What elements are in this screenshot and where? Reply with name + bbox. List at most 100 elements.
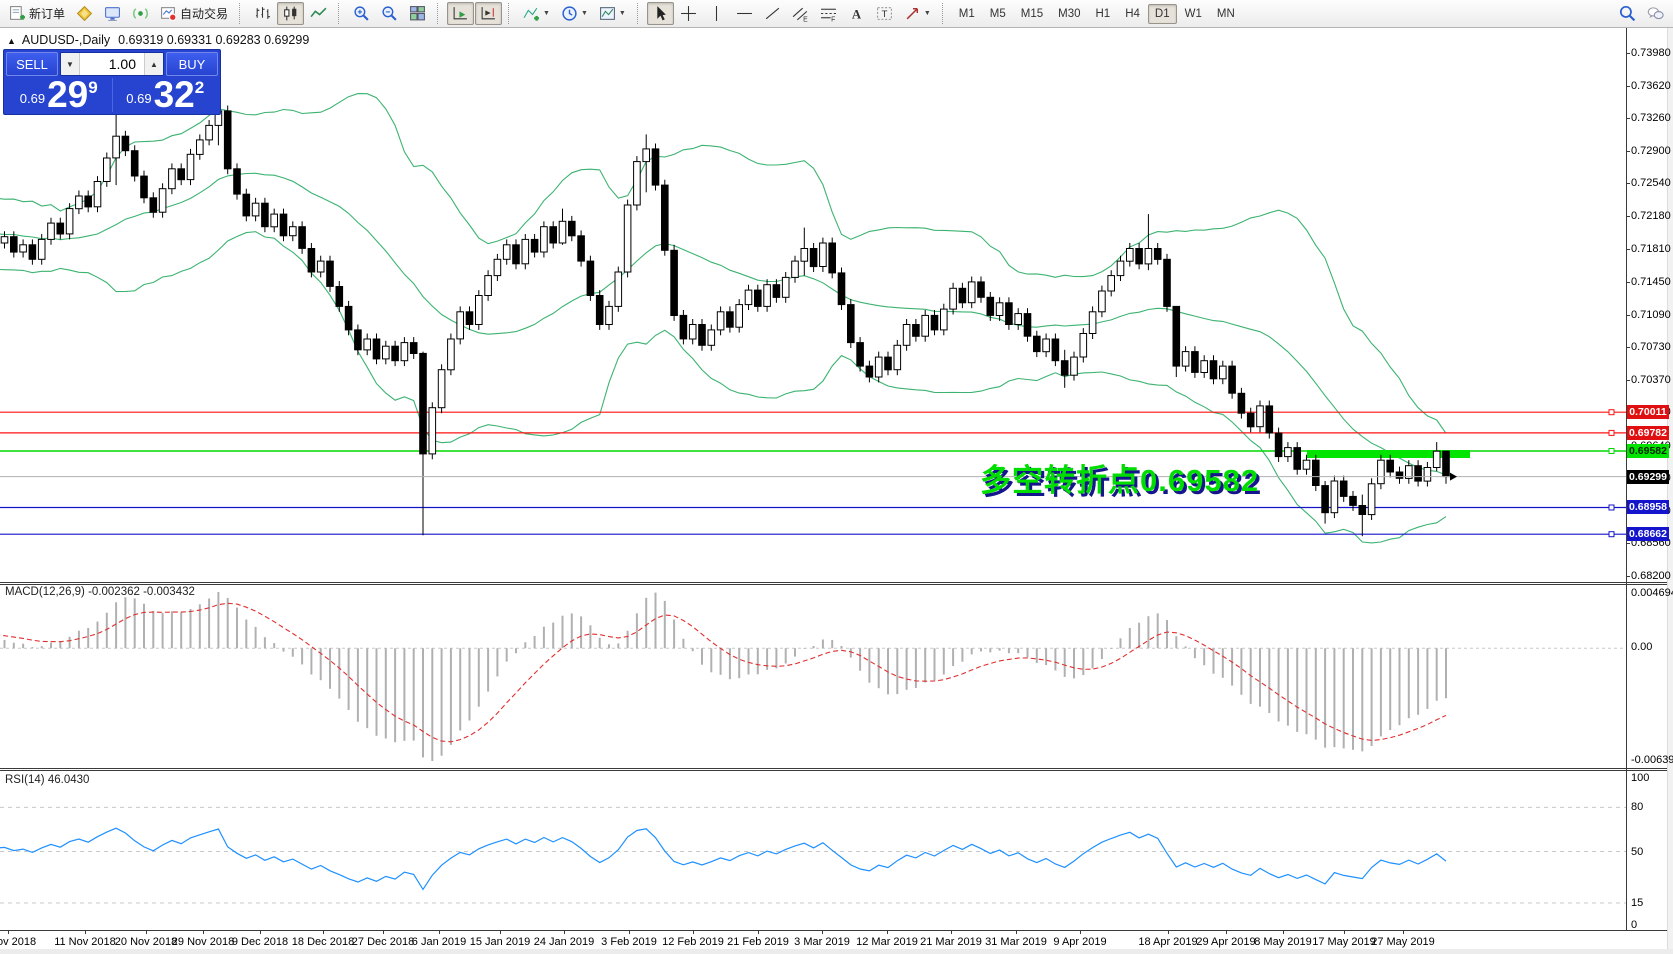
toolbar-button-label: H1 bbox=[1095, 7, 1111, 20]
date-label: 11 Nov 2018 bbox=[54, 936, 116, 948]
date-tick bbox=[146, 930, 147, 934]
main-chart[interactable] bbox=[0, 28, 1626, 582]
toolbar-separator bbox=[636, 3, 642, 24]
trend-icon bbox=[764, 5, 781, 22]
periods-button[interactable]: ▼ bbox=[556, 2, 593, 25]
zoom-in-button[interactable] bbox=[348, 2, 375, 25]
zoom-out-button[interactable] bbox=[376, 2, 403, 25]
pane-separator[interactable] bbox=[0, 582, 1673, 583]
current-price-badge: 0.69299 bbox=[1627, 470, 1669, 484]
bollinger-lower-band[interactable] bbox=[0, 231, 1447, 544]
last-bar-arrow-icon bbox=[1450, 472, 1457, 481]
sell-button[interactable]: SELL bbox=[6, 52, 58, 76]
date-tick bbox=[693, 930, 694, 934]
textA-icon: A bbox=[848, 5, 865, 22]
line-handle[interactable] bbox=[1608, 409, 1615, 416]
pane-separator[interactable] bbox=[0, 768, 1673, 769]
price-tick-label: 0.70730 bbox=[1631, 341, 1671, 353]
level-price-badge: 0.69582 bbox=[1627, 444, 1669, 458]
equidistant-channel-button[interactable]: E bbox=[787, 2, 814, 25]
vertical-line-button[interactable] bbox=[703, 2, 730, 25]
date-label: 29 Nov 2018 bbox=[171, 936, 235, 948]
price-tick-label: 0.72900 bbox=[1631, 145, 1671, 157]
price-tick-label: 0.73980 bbox=[1631, 47, 1671, 59]
volume-increase-button[interactable]: ▲ bbox=[144, 53, 163, 75]
line-handle[interactable] bbox=[1608, 504, 1615, 511]
timeframe-w1[interactable]: W1 bbox=[1178, 4, 1209, 24]
buy-price-display[interactable]: 0.69 32 2 bbox=[111, 76, 219, 113]
line-chart-type-button[interactable] bbox=[305, 2, 332, 25]
chat-button[interactable] bbox=[1642, 2, 1669, 25]
fibonacci-button[interactable]: F bbox=[815, 2, 842, 25]
date-tick bbox=[323, 930, 324, 934]
data-window-button[interactable] bbox=[99, 2, 126, 25]
text-label-button[interactable]: T bbox=[871, 2, 898, 25]
neworder-icon bbox=[9, 5, 26, 22]
textT-icon: T bbox=[876, 5, 893, 22]
zoomin-icon bbox=[353, 5, 370, 22]
arrows-button[interactable]: ▼ bbox=[899, 2, 936, 25]
new-order-button[interactable]: 新订单 bbox=[4, 2, 70, 25]
bar-chart-type-button[interactable] bbox=[249, 2, 276, 25]
timeframe-h4[interactable]: H4 bbox=[1118, 4, 1147, 24]
volume-decrease-button[interactable]: ▼ bbox=[61, 53, 80, 75]
timeframe-d1[interactable]: D1 bbox=[1147, 3, 1177, 24]
toolbar-separator bbox=[437, 3, 442, 24]
timeframe-m30[interactable]: M30 bbox=[1051, 4, 1087, 24]
date-tick bbox=[1403, 930, 1404, 934]
price-tick-label: 0.71810 bbox=[1631, 243, 1671, 255]
date-tick bbox=[758, 930, 759, 934]
templates-button[interactable]: ▼ bbox=[594, 2, 631, 25]
monitor-icon bbox=[104, 5, 121, 22]
date-label: 20 Nov 2018 bbox=[114, 936, 178, 948]
collapse-triangle-icon[interactable]: ▲ bbox=[7, 36, 16, 46]
crosshair-button[interactable] bbox=[675, 2, 702, 25]
bollinger-upper-band[interactable] bbox=[0, 93, 1447, 434]
timeframe-m1[interactable]: M1 bbox=[952, 4, 982, 24]
line-handle[interactable] bbox=[1608, 429, 1615, 436]
timeframe-m5[interactable]: M5 bbox=[983, 4, 1013, 24]
autoscroll-icon bbox=[452, 5, 469, 22]
buy-button[interactable]: BUY bbox=[166, 52, 218, 76]
auto-trading-button[interactable]: 自动交易 bbox=[155, 2, 233, 25]
line-handle[interactable] bbox=[1608, 448, 1615, 454]
date-label: 21 Mar 2019 bbox=[920, 936, 982, 948]
chart-shift-button[interactable] bbox=[475, 2, 503, 25]
timeframe-mn[interactable]: MN bbox=[1210, 4, 1242, 24]
price-tick bbox=[1626, 249, 1630, 250]
timeframe-m15[interactable]: M15 bbox=[1014, 4, 1050, 24]
buy-price-sup: 2 bbox=[194, 78, 205, 97]
price-tick-label: 0.68200 bbox=[1631, 570, 1671, 582]
timeframe-h1[interactable]: H1 bbox=[1089, 4, 1118, 24]
toolbar-button-label: MN bbox=[1216, 7, 1235, 20]
level-price-badge: 0.68662 bbox=[1627, 527, 1669, 541]
date-tick bbox=[951, 930, 952, 934]
vline-icon bbox=[708, 5, 725, 22]
macd-pane[interactable] bbox=[0, 585, 1626, 768]
horizontal-line-button[interactable] bbox=[731, 2, 758, 25]
signal-button[interactable] bbox=[127, 2, 154, 25]
candlestick-chart-type-button[interactable] bbox=[277, 2, 305, 25]
trendline-button[interactable] bbox=[759, 2, 786, 25]
price-tick bbox=[1626, 53, 1630, 54]
annotation-text[interactable]: 多空转折点0.69582 bbox=[980, 463, 1260, 498]
search-button[interactable] bbox=[1614, 2, 1641, 25]
sell-price-display[interactable]: 0.69 29 9 bbox=[6, 76, 112, 113]
pane-separator[interactable] bbox=[0, 770, 1673, 771]
rsi-axis-label: 15 bbox=[1631, 897, 1644, 909]
auto-scroll-button[interactable] bbox=[447, 2, 475, 25]
indicators-button[interactable]: ▼ bbox=[518, 2, 555, 25]
line-handle[interactable] bbox=[1608, 531, 1615, 538]
rsi-pane[interactable] bbox=[0, 772, 1626, 930]
volume-input[interactable] bbox=[80, 53, 144, 75]
cursor-button[interactable] bbox=[646, 2, 674, 25]
tile-windows-button[interactable] bbox=[404, 2, 431, 25]
text-button[interactable]: A bbox=[843, 2, 870, 25]
symbol-period-label: AUDUSD-,Daily bbox=[21, 33, 111, 47]
thick-trend-segment[interactable] bbox=[1307, 450, 1470, 458]
market-watch-button[interactable] bbox=[71, 2, 98, 25]
bollinger-middle-band[interactable] bbox=[0, 172, 1447, 476]
pane-separator[interactable] bbox=[0, 584, 1673, 585]
price-tick-label: 0.71090 bbox=[1631, 309, 1671, 321]
date-tick bbox=[629, 930, 630, 934]
